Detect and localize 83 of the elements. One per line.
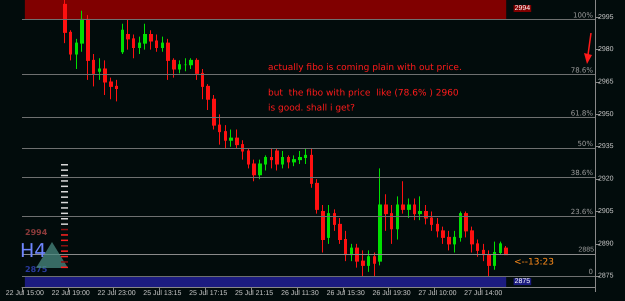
candlestick [470,226,474,253]
candlestick [373,252,376,277]
candlestick [195,58,199,80]
candlestick [396,196,399,240]
candlestick [126,18,130,50]
candlestick [298,150,302,164]
candlestick [166,38,170,80]
candlestick [310,148,313,188]
candlestick [504,246,508,256]
candlestick [321,204,325,253]
candlestick [212,94,216,130]
candlestick [281,150,284,169]
candlestick [499,241,502,256]
candlestick [121,23,124,54]
candlestick [424,204,428,225]
candlestick [161,36,164,52]
candlestick [304,148,307,164]
candlestick [80,10,84,52]
candlestick [384,194,388,232]
candlestick [390,204,393,244]
candlestick [201,68,204,100]
candlestick [418,196,422,221]
candlestick [482,243,485,262]
candlestick [115,79,118,102]
candlestick [401,180,405,214]
candlestick [75,38,78,70]
candlestick [247,148,250,169]
candlestick [92,53,95,87]
candlestick [464,210,468,238]
candlestick [218,114,221,146]
candlestick [378,168,382,266]
candlestick [63,0,67,44]
candlestick [338,217,342,244]
candlestick [493,241,496,270]
candlestick [143,23,147,50]
candlestick [224,124,227,150]
candlestick [252,159,256,182]
candlestick [430,210,433,232]
annotation: but the fibo with price like (78.6% ) 2960 is good. shall i get? [268,88,459,114]
candlestick [292,154,296,167]
candlestick [229,128,233,148]
candlestick [344,230,347,262]
candlestick [132,34,135,59]
candlestick [350,243,353,262]
annotation: <--13:23 [514,258,554,268]
candlestick [367,250,370,272]
candlestick [407,198,411,218]
candlestick [103,60,107,96]
candlestick [138,36,141,54]
candlestick [453,230,456,253]
candlestick [149,30,153,50]
candlestick [327,204,330,244]
candlestick [178,60,181,74]
candlestick [355,243,359,268]
candlestick [413,198,416,221]
candlestick [476,239,479,258]
candlestick [441,226,445,244]
candlestick [287,154,290,169]
candlestick [459,210,462,242]
candlestick [447,230,451,251]
candlestick [487,250,491,277]
candlestick [155,34,158,52]
candlestick [275,148,279,171]
candlestick [241,140,244,160]
candlestick [172,58,176,78]
candlestick [189,58,193,70]
annotation: 2994 [25,228,48,237]
candlestick [333,208,336,232]
candlestick [235,128,239,150]
annotation: 2875 [25,265,48,274]
candlestick [69,30,72,61]
candlestick [109,77,113,100]
candlestick [315,178,319,214]
candlestick [258,159,262,180]
candlestick [98,58,101,80]
candlestick [264,154,267,171]
candlestick [361,250,365,277]
candlestick [86,14,90,80]
candlestick [184,58,187,72]
candlestick [206,84,210,111]
candlestick [270,148,273,169]
candlestick [436,217,439,238]
annotation: actually fibo is coming plain with out price. [268,63,462,73]
